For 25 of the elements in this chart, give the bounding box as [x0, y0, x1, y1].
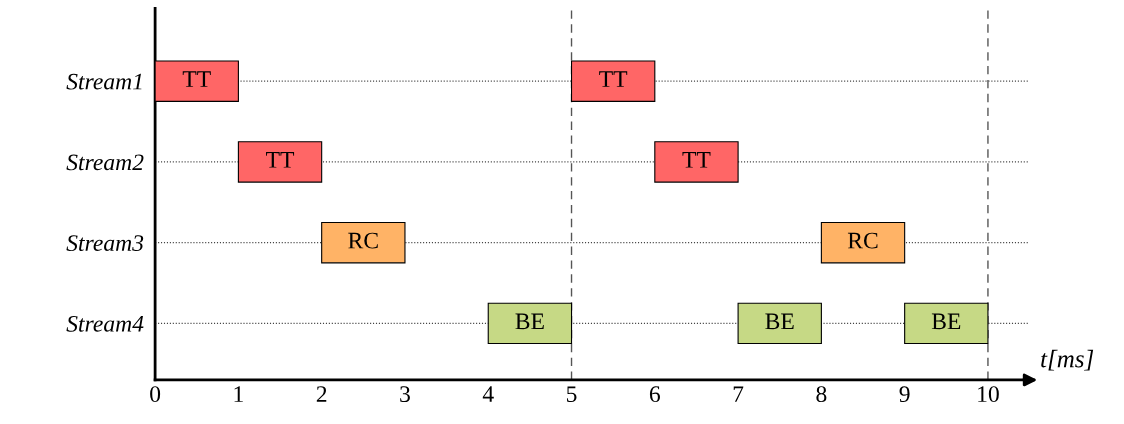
data-label: TT — [682, 152, 711, 168]
y-tick-label: Stream2 — [66, 154, 144, 171]
x-tick-label: 3 — [400, 386, 410, 403]
y-tick-label: Stream1 — [66, 73, 142, 90]
data-label: TT — [599, 71, 628, 87]
data-label: RC — [847, 232, 878, 249]
data-label: RC — [348, 232, 378, 249]
x-tick-label: 0 — [150, 386, 161, 403]
x-axis-title: t[ms] — [1041, 349, 1094, 371]
y-tick-label: Stream3 — [66, 235, 144, 252]
x-tick-label: 6 — [649, 386, 661, 403]
data-label: BE — [765, 313, 794, 330]
data-label: BE — [515, 313, 544, 330]
x-tick-label: 4 — [482, 386, 494, 402]
y-tick-label: Stream4 — [66, 315, 144, 332]
x-tick-label: 5 — [567, 386, 577, 403]
x-tick-label: 9 — [899, 386, 910, 403]
x-tick-label: 1 — [234, 386, 243, 402]
data-label: BE — [931, 313, 961, 330]
x-tick-label: 10 — [978, 386, 999, 403]
x-tick-label: 2 — [316, 386, 327, 402]
data-label: TT — [182, 71, 211, 87]
x-tick-label: 7 — [733, 386, 744, 402]
data-label: TT — [266, 152, 295, 168]
x-tick-label: 8 — [816, 386, 827, 403]
